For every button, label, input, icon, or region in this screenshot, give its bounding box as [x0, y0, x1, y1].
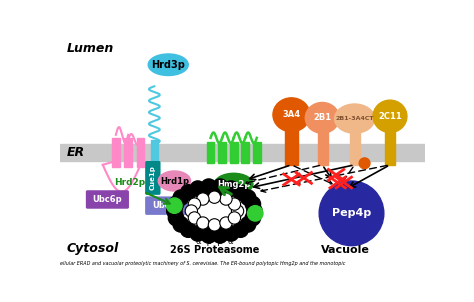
- Ellipse shape: [273, 98, 310, 132]
- Bar: [137, 138, 145, 167]
- Circle shape: [208, 219, 220, 231]
- Circle shape: [245, 210, 261, 226]
- Ellipse shape: [148, 54, 188, 76]
- Circle shape: [201, 179, 217, 194]
- Circle shape: [185, 205, 198, 217]
- Circle shape: [220, 193, 232, 205]
- Bar: [112, 138, 120, 167]
- Circle shape: [359, 158, 370, 169]
- FancyBboxPatch shape: [145, 161, 161, 195]
- FancyBboxPatch shape: [145, 196, 188, 215]
- Ellipse shape: [335, 104, 374, 133]
- Circle shape: [197, 217, 209, 229]
- Bar: [350, 116, 360, 165]
- Circle shape: [188, 212, 201, 224]
- FancyBboxPatch shape: [86, 190, 129, 209]
- Circle shape: [201, 228, 217, 243]
- Ellipse shape: [373, 100, 407, 133]
- Circle shape: [212, 179, 228, 194]
- Circle shape: [212, 228, 228, 243]
- Circle shape: [188, 198, 201, 210]
- Bar: [61, 144, 425, 161]
- Circle shape: [240, 190, 256, 205]
- Circle shape: [233, 222, 248, 237]
- Circle shape: [228, 212, 241, 224]
- Circle shape: [173, 190, 189, 205]
- Bar: [230, 142, 237, 163]
- Text: α  β  β  α: α β β α: [196, 237, 233, 246]
- Circle shape: [319, 181, 384, 246]
- Circle shape: [190, 181, 206, 196]
- Text: Cytosol: Cytosol: [66, 242, 119, 255]
- Circle shape: [247, 206, 263, 221]
- Circle shape: [168, 196, 184, 212]
- Circle shape: [181, 185, 196, 200]
- Text: 2B1-3A4CT: 2B1-3A4CT: [335, 116, 374, 121]
- Circle shape: [247, 203, 262, 219]
- Circle shape: [220, 217, 232, 229]
- Text: Hrd2p: Hrd2p: [114, 178, 146, 187]
- Ellipse shape: [305, 102, 339, 133]
- Text: Hrd3p: Hrd3p: [151, 60, 185, 70]
- Bar: [124, 138, 132, 167]
- Circle shape: [167, 198, 182, 213]
- Circle shape: [223, 181, 239, 196]
- Circle shape: [231, 205, 244, 217]
- Text: Ubc6p: Ubc6p: [92, 195, 122, 204]
- Bar: [318, 115, 328, 165]
- Text: Ubc7p: Ubc7p: [152, 201, 182, 210]
- Text: Pep4p: Pep4p: [332, 208, 371, 218]
- Circle shape: [197, 193, 209, 205]
- Text: Hmg2p: Hmg2p: [217, 180, 250, 188]
- Circle shape: [245, 196, 261, 212]
- Circle shape: [233, 185, 248, 200]
- Circle shape: [181, 222, 196, 237]
- Bar: [207, 142, 214, 163]
- Bar: [385, 113, 395, 165]
- Ellipse shape: [158, 171, 191, 191]
- Bar: [253, 142, 261, 163]
- Circle shape: [240, 217, 256, 232]
- Circle shape: [228, 198, 241, 210]
- Circle shape: [167, 203, 182, 219]
- Bar: [219, 142, 226, 163]
- Text: 2B1: 2B1: [313, 113, 331, 122]
- Text: Hrd1p: Hrd1p: [160, 176, 189, 185]
- Text: Lumen: Lumen: [66, 42, 114, 55]
- Circle shape: [190, 226, 206, 241]
- Text: 2C11: 2C11: [378, 112, 402, 121]
- Text: Vacuole: Vacuole: [321, 245, 370, 255]
- Bar: [151, 140, 158, 165]
- Text: 26S Proteasome: 26S Proteasome: [170, 245, 259, 255]
- Text: ellular ERAD and vacuolar proteolytic machinery of S. cerevisiae. The ER-bound p: ellular ERAD and vacuolar proteolytic ma…: [61, 262, 346, 266]
- Circle shape: [168, 210, 184, 226]
- Circle shape: [173, 217, 189, 232]
- Text: ER: ER: [66, 146, 85, 159]
- Ellipse shape: [214, 173, 253, 195]
- Circle shape: [223, 226, 239, 241]
- Text: Cue1p: Cue1p: [150, 165, 156, 190]
- Bar: [241, 142, 249, 163]
- Circle shape: [208, 191, 220, 203]
- Text: 3A4: 3A4: [283, 110, 301, 119]
- Bar: [285, 112, 298, 165]
